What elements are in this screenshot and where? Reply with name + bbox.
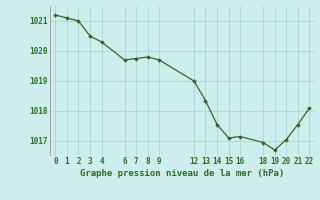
X-axis label: Graphe pression niveau de la mer (hPa): Graphe pression niveau de la mer (hPa) <box>80 169 284 178</box>
